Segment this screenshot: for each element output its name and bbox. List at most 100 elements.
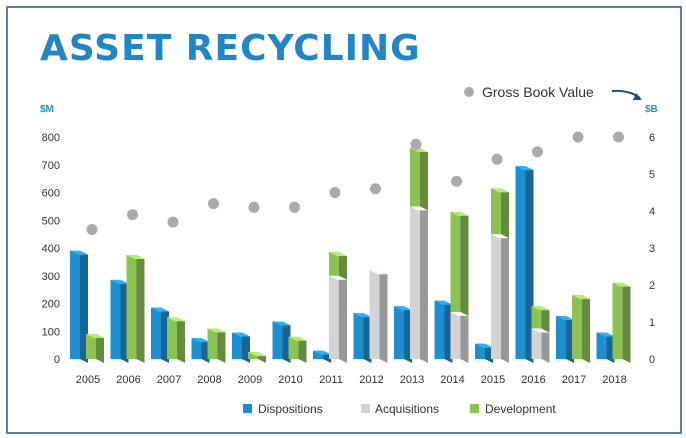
gbv-point xyxy=(370,183,381,195)
bar-development-side xyxy=(136,254,145,363)
left-tick-label: 500 xyxy=(42,215,60,227)
bar-development-side xyxy=(622,282,631,363)
x-tick-label: 2013 xyxy=(400,374,424,386)
bar-dispositions-top xyxy=(475,343,493,348)
legend-label-dispositions: Dispositions xyxy=(258,402,323,416)
gbv-legend-marker xyxy=(464,87,474,97)
bar-group-2016 xyxy=(515,166,550,363)
bar-dispositions xyxy=(151,307,161,359)
x-tick-label: 2007 xyxy=(157,374,181,386)
bar-group-2005 xyxy=(70,250,104,363)
x-tick-label: 2010 xyxy=(278,374,302,386)
bar-acquisitions-side xyxy=(460,311,469,363)
bar-dispositions xyxy=(515,166,526,359)
left-tick-label: 800 xyxy=(42,132,60,144)
bar-group-2008 xyxy=(191,328,226,363)
right-axis-ticks: 0 1 2 3 4 5 6 xyxy=(649,132,655,366)
bar-development xyxy=(450,211,461,312)
gbv-arrowhead-icon xyxy=(633,93,642,100)
x-tick-label: 2009 xyxy=(238,374,262,386)
bar-development-side xyxy=(460,211,469,316)
bar-development xyxy=(126,254,137,359)
gbv-point xyxy=(86,224,98,235)
bar-development xyxy=(531,306,542,329)
bar-development xyxy=(248,352,258,359)
bar-acquisitions xyxy=(369,270,380,359)
gbv-point xyxy=(167,216,179,228)
legend-label-development: Development xyxy=(485,402,556,416)
bar-development-top xyxy=(572,295,590,300)
gbv-point xyxy=(289,201,300,213)
bar-dispositions-top xyxy=(110,279,129,284)
bar-dispositions xyxy=(596,332,607,359)
x-tick-label: 2018 xyxy=(602,374,626,386)
x-tick-label: 2006 xyxy=(116,374,140,386)
right-tick-label: 0 xyxy=(649,354,655,366)
left-tick-label: 700 xyxy=(42,160,60,172)
bar-acquisitions xyxy=(531,328,542,359)
bar-development-top xyxy=(450,211,469,216)
bar-group-2010 xyxy=(272,321,307,363)
bar-dispositions xyxy=(353,313,364,359)
legend-swatch-development xyxy=(470,404,479,413)
chart-frame: ASSET RECYCLING xyxy=(6,6,682,434)
right-tick-label: 1 xyxy=(649,317,655,329)
bar-development-top xyxy=(288,336,307,341)
bar-dispositions-top xyxy=(394,306,412,311)
bar-development xyxy=(612,282,623,359)
bar-dispositions-top xyxy=(353,313,372,318)
gbv-point xyxy=(491,153,503,165)
bar-development xyxy=(410,148,420,207)
bar-acquisitions xyxy=(410,206,420,359)
left-tick-label: 400 xyxy=(42,243,60,255)
x-tick-label: 2011 xyxy=(319,374,343,386)
bar-development-top xyxy=(329,252,347,257)
gbv-point xyxy=(572,131,584,143)
chart-title: ASSET RECYCLING xyxy=(40,28,421,69)
left-axis-ticks: 0 100 200 300 400 500 600 700 800 xyxy=(42,132,60,366)
x-axis-ticks: 2005 2006 2007 2008 2009 2010 2011 2012 2013 2014… xyxy=(76,374,627,386)
x-tick-label: 2015 xyxy=(481,374,505,386)
bar-acquisitions xyxy=(329,275,339,359)
legend-swatch-dispositions xyxy=(243,404,252,413)
bar-acquisitions-top xyxy=(329,275,347,280)
bar-dispositions-top xyxy=(556,315,574,320)
gross-book-value-series xyxy=(86,131,624,235)
bar-development-top xyxy=(491,188,509,193)
left-tick-label: 200 xyxy=(42,299,60,311)
bar-group-2017 xyxy=(556,295,590,363)
left-tick-label: 300 xyxy=(42,271,60,283)
bar-development-side xyxy=(339,252,347,280)
bar-development-top xyxy=(207,328,226,333)
x-tick-label: 2008 xyxy=(197,374,221,386)
bar-dispositions xyxy=(556,315,566,359)
bar-group-2011 xyxy=(313,252,347,363)
bar-development-top xyxy=(612,282,631,287)
bar-dispositions xyxy=(70,250,80,359)
gbv-point xyxy=(451,175,462,187)
bar-dispositions xyxy=(394,306,404,359)
bar-dispositions-top xyxy=(70,250,88,255)
bar-development xyxy=(572,295,582,359)
bar-dispositions-top xyxy=(151,307,169,312)
bar-development xyxy=(86,334,96,359)
gbv-point xyxy=(248,201,260,213)
bar-acquisitions-top xyxy=(491,234,509,239)
bar-dispositions-top xyxy=(191,338,210,343)
gbv-point xyxy=(329,187,341,198)
right-axis-unit: $B xyxy=(645,104,658,115)
bar-group-2013 xyxy=(394,148,428,363)
bar-development xyxy=(167,317,177,359)
bar-series xyxy=(70,148,631,363)
right-tick-label: 4 xyxy=(649,206,655,218)
gbv-point xyxy=(532,146,543,158)
bar-development-top xyxy=(167,317,185,322)
left-tick-label: 100 xyxy=(42,326,60,338)
left-axis-unit: $M xyxy=(40,104,54,115)
bar-development-top xyxy=(248,352,266,357)
x-tick-label: 2005 xyxy=(76,374,100,386)
legend-swatch-acquisitions xyxy=(361,404,370,413)
x-tick-label: 2012 xyxy=(359,374,383,386)
bar-development-side xyxy=(96,334,104,363)
